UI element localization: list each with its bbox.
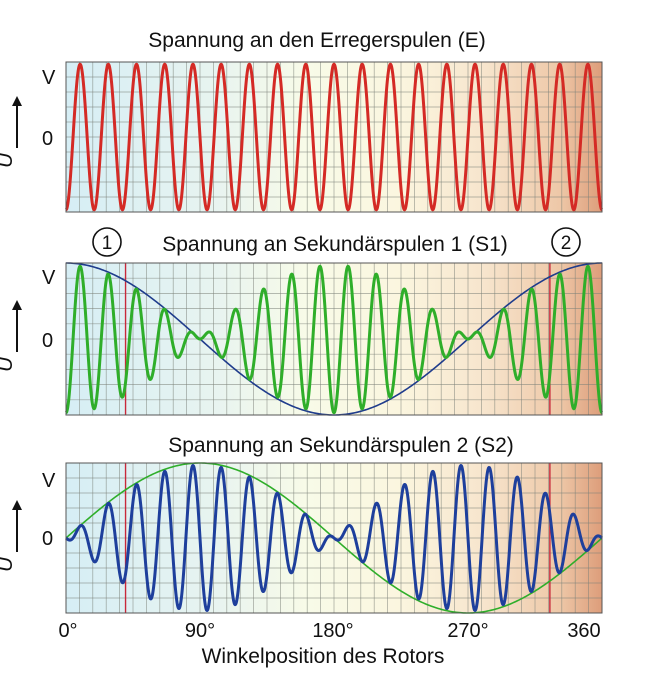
ylabel-e: U (0, 152, 17, 168)
y-arrow-head-icon (12, 300, 22, 310)
marker-1-label: 1 (102, 233, 113, 254)
xtick-180: 180° (312, 620, 353, 642)
y-axis-label-e: U (0, 96, 22, 168)
xtick-90: 90° (185, 620, 215, 642)
marker-2-circle (551, 227, 581, 257)
plot-border (65, 61, 603, 213)
panel-erregerspulen: Spannung an den Erregerspulen (E) V 0 U (0, 29, 604, 213)
plot-border (65, 262, 603, 416)
ytick-0-s2: 0 (42, 528, 53, 550)
grid-s1 (65, 262, 603, 416)
signal-curve-s2 (64, 464, 604, 612)
y-axis-label-s1: U (0, 300, 22, 372)
xtick-270: 270° (447, 620, 488, 642)
ytick-v-e: V (42, 67, 56, 89)
y-arrow-head-icon (12, 96, 22, 106)
x-axis-label: Winkelposition des Rotors (202, 645, 445, 668)
panel-title-s2: Spannung an Sekundärspulen 2 (S2) (168, 434, 514, 457)
marker-2-label: 2 (561, 233, 572, 254)
panel-title-e: Spannung an den Erregerspulen (E) (148, 29, 485, 52)
ytick-v-s2: V (42, 470, 56, 492)
xtick-360: 360 (567, 620, 600, 642)
panel-sekundaer-2: Spannung an Sekundärspulen 2 (S2) V 0 U … (0, 434, 604, 668)
xtick-0: 0° (58, 620, 77, 642)
ytick-0-e: 0 (42, 128, 53, 150)
ylabel-s2: U (0, 556, 17, 572)
plot-border (65, 462, 603, 614)
panel-title-s1: Spannung an Sekundärspulen 1 (S1) (162, 233, 508, 256)
signal-curve-s1 (64, 264, 604, 415)
signal-curve-e (64, 62, 604, 212)
marker-1-circle (92, 227, 122, 257)
ytick-v-s1: V (42, 267, 56, 289)
ytick-0-s1: 0 (42, 330, 53, 352)
ylabel-s1: U (0, 356, 17, 372)
y-arrow-head-icon (12, 500, 22, 510)
y-axis-label-s2: U (0, 500, 22, 572)
panel-sekundaer-1: Spannung an Sekundärspulen 1 (S1) 1 2 V … (0, 227, 604, 416)
